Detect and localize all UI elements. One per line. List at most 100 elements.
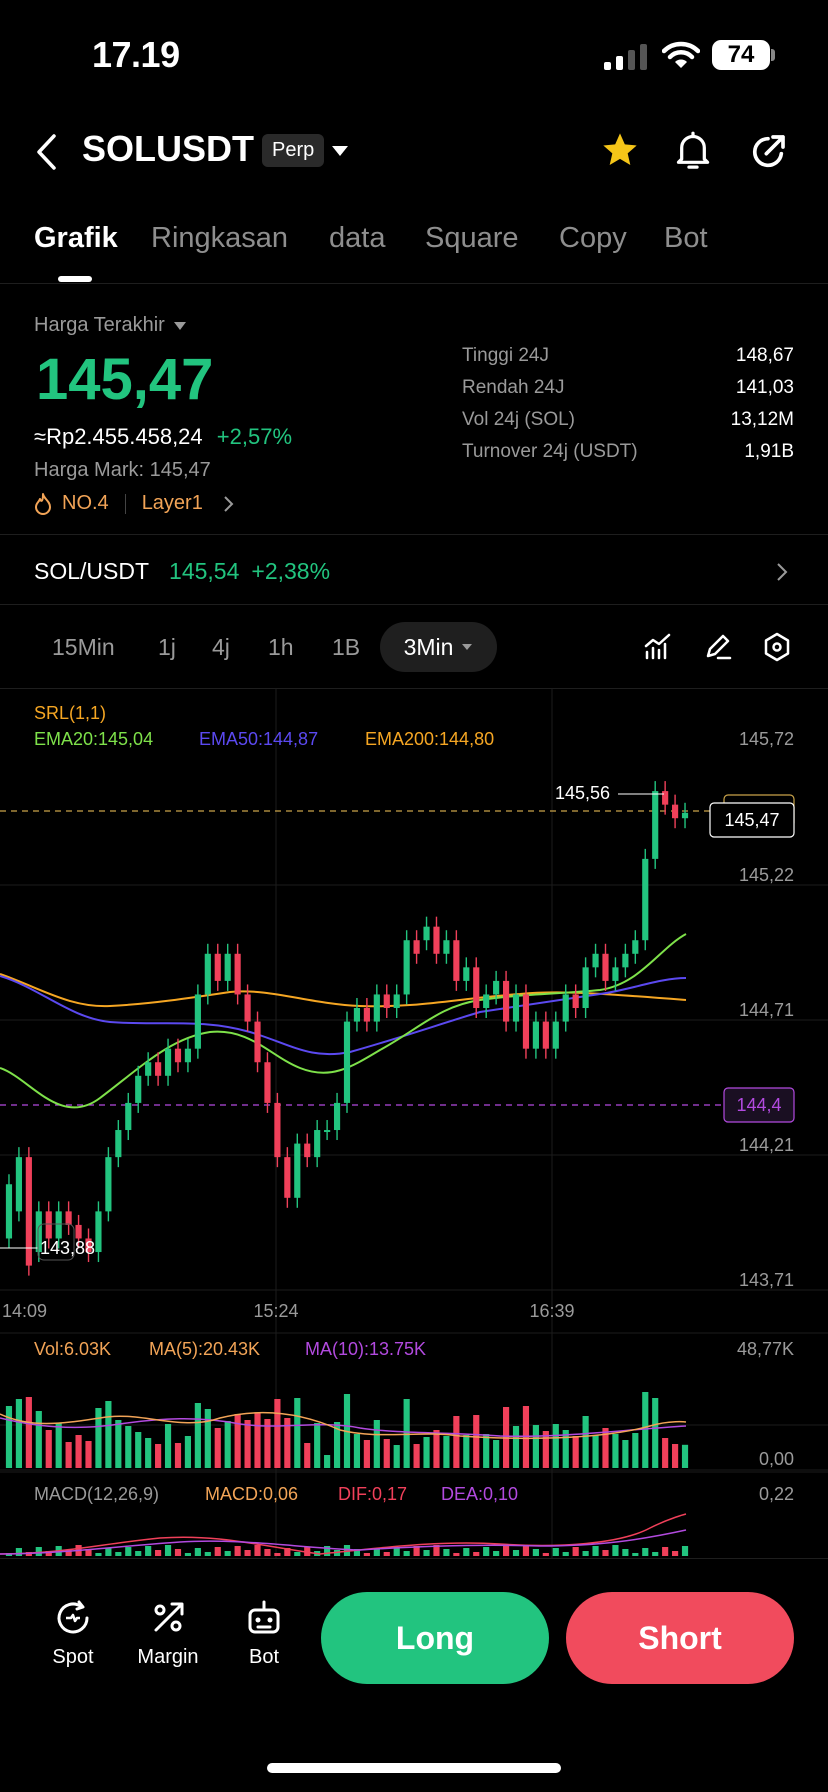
nav-spot-label: Spot (52, 1646, 94, 1668)
macd-bar (254, 1545, 261, 1556)
tab-grafik[interactable]: Grafik (34, 222, 118, 254)
macd-bar (463, 1548, 470, 1556)
macd-bar (483, 1547, 490, 1556)
symbol-title[interactable]: SOLUSDT (82, 128, 255, 169)
spot-pair-row[interactable]: SOL/USDT 145,54 +2,38% (34, 558, 330, 585)
candle (363, 1008, 370, 1022)
vol-ma5-line (0, 1411, 687, 1440)
stat-high-value: 148,67 (735, 345, 794, 366)
volume-bar (224, 1421, 231, 1468)
alert-price-tag[interactable] (723, 1087, 795, 1123)
macd-bar (443, 1549, 450, 1556)
volume-bar (632, 1433, 639, 1468)
macd-bar (433, 1545, 440, 1556)
macd-bar (274, 1553, 281, 1556)
current-price-tag (709, 802, 795, 838)
candle (562, 994, 569, 1022)
volume-bar (135, 1432, 142, 1468)
macd-bar (234, 1546, 241, 1556)
price-chart[interactable]: SRL(1,1) EMA20:145,04 EMA50:144,87 EMA20… (0, 688, 828, 1558)
stat-low-value: 141,03 (735, 377, 794, 398)
tab-ringkasan[interactable]: Ringkasan (151, 222, 289, 254)
stat-low-label: Rendah 24J (462, 377, 565, 398)
spot-icon (57, 1600, 89, 1634)
candle (512, 994, 520, 1022)
nav-spot[interactable]: Spot (28, 1598, 118, 1669)
expand-chart-button[interactable] (37, 1223, 75, 1261)
stat-turnover: Turnover 24j (USDT) 1,91B (462, 441, 794, 463)
candle (403, 940, 410, 995)
volume-bar (572, 1436, 579, 1468)
tab-bot[interactable]: Bot (664, 222, 708, 254)
candle (333, 1102, 341, 1131)
candle (45, 1211, 52, 1239)
bottom-divider (0, 1558, 828, 1559)
candle (502, 980, 510, 1022)
nav-bot[interactable]: Bot (219, 1598, 309, 1669)
tf-15min[interactable]: 15Min (52, 634, 115, 660)
caret-down-icon (462, 644, 473, 650)
short-button[interactable]: Short (566, 1592, 794, 1684)
volume-bar (562, 1430, 569, 1468)
spot-pair-price: 145,54 (169, 558, 240, 584)
volume-bar (681, 1444, 689, 1468)
volume-bar (95, 1408, 102, 1468)
tf-1j[interactable]: 1j (158, 634, 176, 660)
macd-bar (244, 1550, 251, 1556)
candle (244, 994, 251, 1022)
settings-hex-icon[interactable] (762, 632, 792, 662)
candle (373, 994, 380, 1022)
pair-divider (0, 604, 828, 605)
volume-bar (314, 1423, 321, 1468)
candle (234, 953, 241, 995)
macd-bar (85, 1549, 92, 1556)
chevron-right-icon[interactable] (776, 562, 788, 582)
candle (483, 994, 490, 1009)
candle (662, 791, 669, 805)
macd-bar (184, 1553, 192, 1556)
nav-margin[interactable]: Margin (123, 1598, 213, 1669)
tf-active[interactable]: 3Min (380, 622, 497, 672)
chevron-down-icon[interactable] (330, 144, 350, 158)
candle (622, 953, 629, 968)
tf-1h[interactable]: 1h (268, 634, 294, 660)
volume-bar (652, 1398, 659, 1468)
ema50-label: EMA50:144,87 (199, 729, 318, 749)
hot-tags[interactable]: NO.4 Layer1 (34, 492, 235, 515)
tab-data[interactable]: data (329, 222, 386, 254)
candle (214, 953, 221, 981)
volume-bar (234, 1414, 241, 1468)
candle (572, 994, 579, 1009)
active-tab-indicator (58, 276, 92, 282)
volume-bar (353, 1434, 361, 1468)
spot-pair-name: SOL/USDT (34, 558, 150, 584)
volume-bar (125, 1426, 132, 1468)
star-icon[interactable] (600, 130, 640, 170)
tab-copy[interactable]: Copy (559, 222, 627, 254)
tab-square[interactable]: Square (425, 222, 519, 254)
macd-bar (622, 1549, 629, 1556)
candle (552, 1021, 559, 1049)
indicator-icon[interactable] (644, 632, 672, 660)
macd-bar (582, 1551, 589, 1556)
macd-params-label: MACD(12,26,9) (34, 1484, 159, 1504)
draw-icon[interactable] (704, 632, 732, 660)
ema20-label: EMA20:145,04 (34, 729, 153, 749)
nav-bot-label: Bot (248, 1646, 280, 1668)
price-type-selector[interactable]: Harga Terakhir (34, 314, 187, 337)
candle (204, 953, 211, 995)
back-icon[interactable] (34, 134, 58, 170)
macd-bar (681, 1546, 689, 1556)
tf-4j[interactable]: 4j (212, 634, 230, 660)
long-button[interactable]: Long (321, 1592, 549, 1684)
volume-bar (35, 1411, 42, 1468)
volume-bar (174, 1443, 182, 1468)
candle (522, 994, 530, 1049)
macd-bar (194, 1548, 201, 1556)
bell-icon[interactable] (673, 130, 713, 172)
candle (612, 967, 619, 981)
share-icon[interactable] (748, 132, 788, 172)
y-tick-3: 144,71 (739, 1000, 794, 1020)
tf-1b[interactable]: 1B (332, 634, 361, 660)
macd-bar (164, 1545, 172, 1556)
